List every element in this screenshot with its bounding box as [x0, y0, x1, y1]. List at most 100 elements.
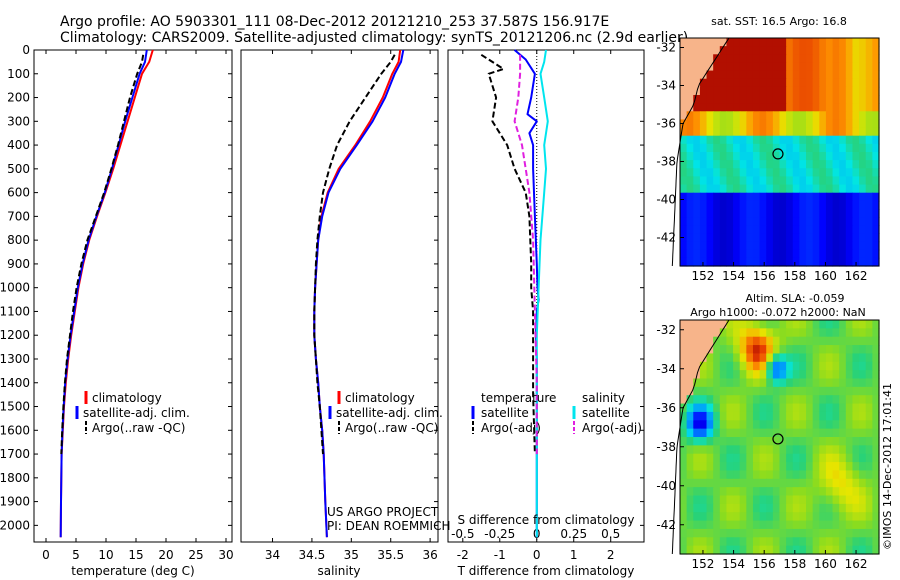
- map-cell: [766, 249, 774, 259]
- map-cell: [699, 86, 708, 96]
- map-cell: [859, 395, 867, 405]
- map-cell: [706, 200, 714, 210]
- map-cell: [733, 545, 741, 555]
- map-cell: [786, 152, 794, 161]
- map-cell: [766, 209, 774, 218]
- lon-tick-label: 160: [814, 557, 837, 571]
- map-cell: [746, 257, 754, 267]
- map-cell: [746, 225, 754, 235]
- map-cell: [819, 86, 827, 96]
- map-cell: [786, 119, 794, 129]
- map-cell: [845, 38, 854, 47]
- map-cell: [766, 241, 774, 251]
- map-cell: [832, 478, 840, 488]
- map-cell: [739, 512, 747, 522]
- legend-climatology-label: climatology: [92, 391, 162, 405]
- map-cell: [733, 233, 741, 243]
- map-cell: [839, 241, 847, 251]
- map-cell: [759, 462, 767, 472]
- map-cell: [779, 395, 787, 405]
- map-cell: [819, 233, 827, 243]
- map-cell: [746, 70, 754, 80]
- map-cell: [772, 257, 781, 267]
- salinity-xlabel: salinity: [317, 564, 360, 578]
- land-cell: [680, 70, 688, 80]
- map-cell: [799, 411, 807, 421]
- map-cell: [693, 386, 701, 396]
- map-cell: [746, 38, 754, 47]
- map-cell: [733, 184, 741, 194]
- map-cell: [766, 233, 774, 243]
- map-cell: [759, 445, 767, 455]
- map-cell: [699, 512, 708, 522]
- map-cell: [752, 95, 761, 104]
- map-cell: [706, 403, 714, 413]
- map-cell: [752, 453, 761, 463]
- map-cell: [686, 209, 694, 218]
- map-cell: [759, 495, 767, 505]
- map-cell: [699, 462, 708, 472]
- map-cell: [872, 512, 880, 522]
- land-cell: [686, 328, 694, 338]
- map-cell: [706, 370, 714, 380]
- map-cell: [706, 176, 714, 186]
- map-cell: [832, 462, 840, 472]
- map-cell: [779, 512, 787, 522]
- map-cell: [825, 111, 834, 121]
- map-cell: [759, 217, 767, 226]
- map-cell: [819, 428, 827, 438]
- map-cell: [806, 119, 814, 129]
- map-cell: [713, 437, 721, 446]
- map-cell: [865, 403, 873, 413]
- map-cell: [739, 225, 747, 235]
- map-cell: [693, 152, 701, 161]
- map-cell: [799, 86, 807, 96]
- map-cell: [799, 176, 807, 186]
- map-cell: [819, 336, 827, 346]
- map-cell: [746, 160, 754, 169]
- map-cell: [845, 462, 854, 472]
- map-cell: [733, 353, 741, 363]
- series-s-satellite: [535, 49, 549, 538]
- map-cell: [799, 395, 807, 405]
- map-cell: [819, 184, 827, 194]
- map-cell: [739, 537, 747, 547]
- map-cell: [719, 395, 728, 405]
- map-cell: [752, 512, 761, 522]
- map-cell: [733, 453, 741, 463]
- map-cell: [872, 62, 880, 72]
- map-cell: [752, 119, 761, 129]
- map-cell: [839, 200, 847, 210]
- map-cell: [706, 152, 714, 161]
- map-cell: [739, 176, 747, 186]
- map-cell: [812, 135, 820, 145]
- map-cell: [759, 233, 767, 243]
- map-cell: [779, 95, 787, 104]
- map-cell: [825, 453, 834, 463]
- map-cell: [812, 95, 820, 104]
- map-cell: [726, 249, 734, 259]
- land-cell: [699, 328, 708, 338]
- map-cell: [772, 520, 781, 530]
- map-cell: [819, 257, 827, 267]
- map-cell: [680, 445, 688, 455]
- map-cell: [699, 225, 708, 235]
- map-cell: [726, 127, 734, 137]
- map-cell: [806, 111, 814, 121]
- map-cell: [825, 345, 834, 355]
- map-cell: [819, 545, 827, 555]
- map-cell: [746, 143, 754, 153]
- map-cell: [832, 487, 840, 497]
- map-cell: [825, 78, 834, 88]
- map-cell: [733, 512, 741, 522]
- map-cell: [825, 437, 834, 446]
- map-cell: [680, 437, 688, 446]
- map-cell: [786, 200, 794, 210]
- map-cell: [812, 168, 820, 178]
- map-cell: [746, 127, 754, 137]
- map-cell: [839, 512, 847, 522]
- map-cell: [812, 119, 820, 129]
- map-cell: [693, 200, 701, 210]
- map-cell: [792, 395, 800, 405]
- map-cell: [792, 478, 800, 488]
